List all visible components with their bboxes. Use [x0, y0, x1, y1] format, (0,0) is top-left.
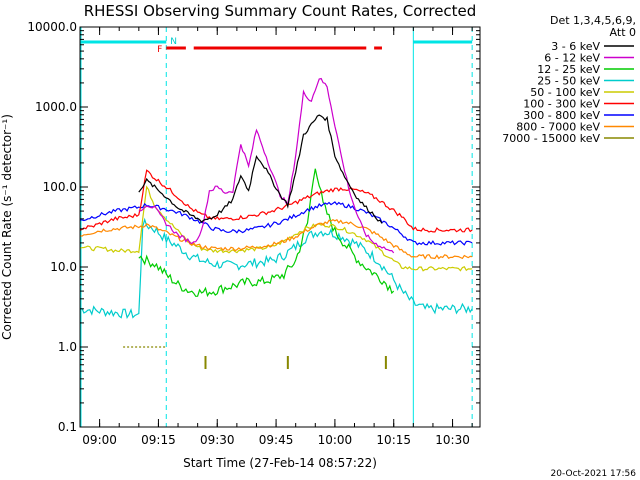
legend-entry-label: 7000 - 15000 keV [502, 132, 600, 145]
legend-entry-label: 800 - 7000 keV [516, 121, 600, 134]
x-tick-label: 09:30 [200, 433, 235, 447]
y-tick-label: 1000.0 [35, 100, 77, 114]
axes: 09:00 09:15 09:30 09:45 10:00 10:15 10:30 0.1 1.… [27, 20, 480, 447]
series-line-50to100kev [79, 185, 473, 272]
y-tick-label: 1.0 [58, 340, 77, 354]
legend-entry-label: 300 - 800 keV [523, 109, 600, 122]
series-line-6to12kev [138, 77, 395, 254]
x-tick-label: 09:00 [82, 433, 117, 447]
y-axis-label: Corrected Count Rate (s⁻¹ detector⁻¹) [0, 114, 14, 340]
legend-entry-label: 100 - 300 keV [523, 98, 600, 111]
x-axis-label: Start Time (27-Feb-14 08:57:22) [183, 456, 377, 470]
series-line-25to50kev [79, 217, 473, 319]
legend-header: Att 0 [610, 26, 636, 39]
x-tick-label: 10:15 [376, 433, 411, 447]
series-line-3to6kev [138, 114, 383, 224]
y-tick-label: 0.1 [58, 420, 77, 434]
legend-entry-label: 12 - 25 keV [537, 63, 600, 76]
series-line-300to800kev [80, 201, 473, 246]
x-tick-label: 10:30 [435, 433, 470, 447]
series-line-100to300kev [79, 169, 473, 233]
x-tick-label: 09:15 [141, 433, 176, 447]
legend-entry-label: 3 - 6 keV [551, 40, 600, 53]
chart-title: RHESSI Observing Summary Count Rates, Co… [84, 2, 477, 20]
legend-entry-label: 6 - 12 keV [544, 52, 600, 65]
plot-frame [79, 26, 481, 428]
y-tick-label: 10.0 [50, 260, 77, 274]
observing-markers: FN [80, 27, 473, 427]
y-tick-label: 10000.0 [27, 20, 77, 34]
legend-entry-label: 50 - 100 keV [530, 86, 600, 99]
series-line-800to7000kev [79, 218, 473, 260]
x-tick-label: 09:45 [259, 433, 294, 447]
night-flag-label: N [170, 37, 177, 47]
flare-flag-label: F [157, 45, 162, 55]
legend-entry-label: 25 - 50 keV [537, 75, 600, 88]
data-series [79, 77, 473, 348]
legend-header: Det 1,3,4,5,6,9, [550, 14, 636, 27]
x-tick-label: 10:00 [318, 433, 353, 447]
generation-timestamp: 20-Oct-2021 17:56 [551, 469, 637, 479]
series-line-12to25kev [138, 168, 395, 298]
y-tick-label: 100.0 [43, 180, 77, 194]
